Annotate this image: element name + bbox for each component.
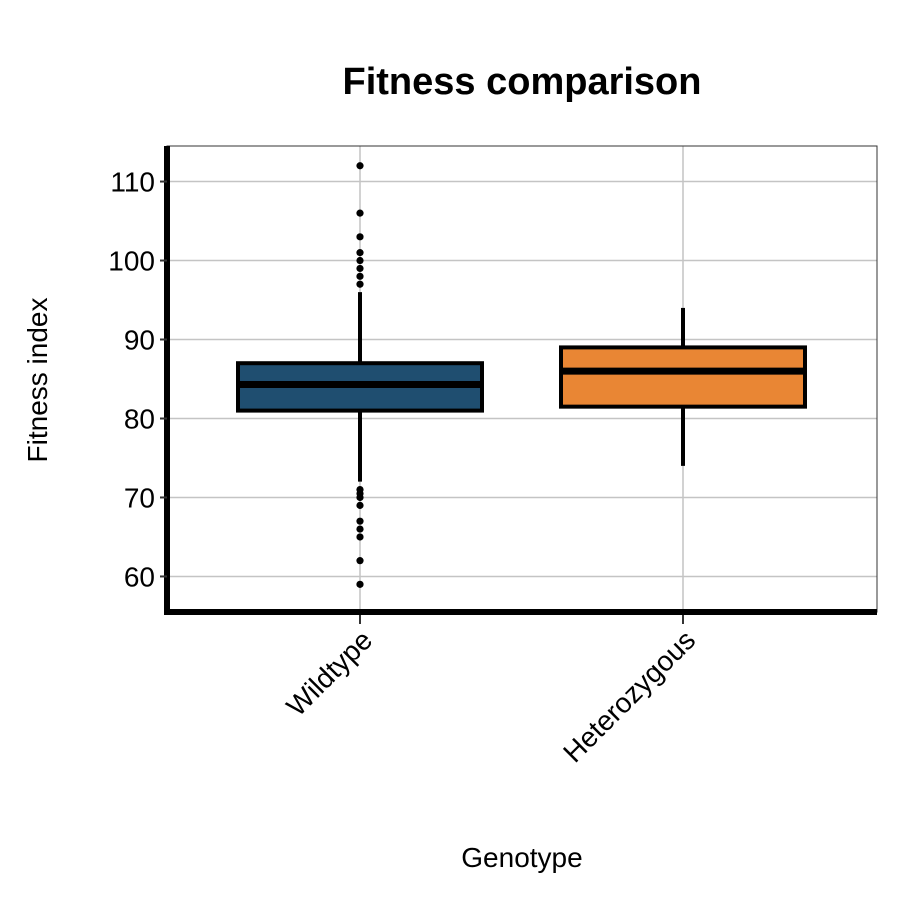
- box: [559, 345, 807, 409]
- outlier-point: [356, 256, 364, 265]
- outlier-point: [356, 264, 364, 273]
- outlier-point: [356, 517, 364, 525]
- outlier-point: [356, 233, 364, 241]
- outlier-point: [356, 493, 364, 502]
- outlier-point: [356, 557, 364, 565]
- outlier-point: [356, 280, 364, 288]
- y-tick-label: 90: [124, 325, 155, 356]
- outlier-point: [356, 272, 364, 280]
- outlier-point: [356, 580, 364, 588]
- chart-title: Fitness comparison: [343, 61, 702, 103]
- outlier-point: [356, 501, 364, 509]
- outlier-point: [356, 533, 364, 541]
- outlier-point: [356, 525, 364, 533]
- x-tick-label: Wildtype: [280, 624, 378, 722]
- y-tick-label: 60: [124, 561, 155, 592]
- y-tick-label: 70: [124, 482, 155, 513]
- outlier-point: [356, 209, 364, 217]
- x-axis-label: Genotype: [461, 842, 582, 873]
- y-tick-label: 100: [108, 246, 155, 277]
- outlier-point: [356, 249, 364, 257]
- plot-area: 60 70 80 90 100 110 Wildtype Heterozygous: [108, 145, 878, 768]
- y-tick-label: 110: [110, 167, 155, 198]
- y-tick-label: 80: [124, 403, 155, 434]
- outlier-point: [356, 162, 364, 170]
- y-axis-label: Fitness index: [22, 298, 53, 463]
- x-tick-label: Heterozygous: [557, 624, 701, 768]
